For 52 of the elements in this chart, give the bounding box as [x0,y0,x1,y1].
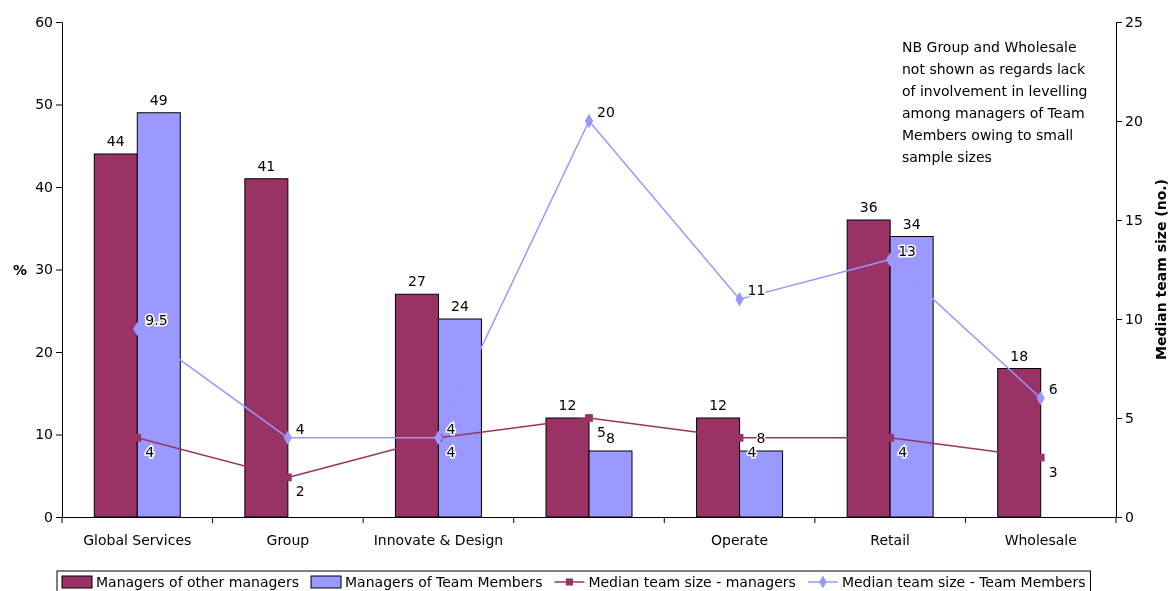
y2-tick-label: 5 [1125,409,1134,426]
y2-tick-label: 20 [1125,112,1143,129]
data-label: 18 [1010,347,1029,364]
y-axis-title: % [12,261,28,278]
data-label: 4 [747,443,757,460]
data-label: 20 [597,104,615,120]
x-tick-label: Innovate & Design [373,531,504,548]
data-label: 9.5 [145,311,168,328]
data-label: 12 [709,397,727,413]
x-tick-label: Group [266,531,310,548]
legend-label: Median team size - managers [588,574,796,590]
y-tick-label: 0 [44,508,53,525]
data-label: 4 [295,420,305,437]
point [585,414,593,422]
legend-label: Median team size - Team Members [841,574,1086,590]
data-label: 49 [149,91,168,108]
legend-label: Managers of other managers [96,574,300,590]
data-label: 5 [597,424,606,440]
data-label: 27 [408,273,426,290]
data-label: 3 [1048,463,1058,480]
x-tick-label: Retail [870,531,910,548]
data-label: 44 [106,133,125,149]
data-label: 24 [451,298,469,314]
y-tick-label: 40 [35,178,53,195]
data-label: 2 [295,483,305,500]
data-label: 36 [859,199,878,215]
data-label: 41 [257,157,276,174]
data-label: 4 [898,443,908,460]
y2-tick-label: 15 [1125,211,1143,228]
y-tick-label: 10 [35,426,53,443]
x-tick-label: Operate [711,531,769,548]
data-label: 8 [606,430,615,446]
data-label: 12 [558,397,577,413]
x-tick-label: Global Services [83,531,192,548]
data-label: 11 [747,282,766,299]
x-tick-label: Wholesale [1004,531,1077,548]
data-label: 4 [446,443,456,460]
legend-label: Managers of Team Members [345,574,543,590]
data-label: 34 [902,215,921,232]
annotation: NB Group and Wholesale not shown as regards lack of involvement in levelling among managers of Team Members owing to small sample sizes [902,39,1088,165]
data-label: 6 [1048,381,1058,398]
y-tick-label: 30 [35,261,53,278]
y-tick-label: 20 [35,343,53,360]
data-label: 4 [145,443,155,460]
data-label: 13 [898,242,916,259]
y-tick-label: 50 [35,96,53,113]
y2-tick-label: 10 [1125,310,1143,327]
y-tick-label: 60 [35,13,53,30]
y2-tick-label: 0 [1125,508,1134,525]
y2-tick-label: 25 [1125,13,1143,30]
y2-axis-title: Median team size (no.) [1153,179,1169,360]
data-label: 4 [446,420,456,437]
